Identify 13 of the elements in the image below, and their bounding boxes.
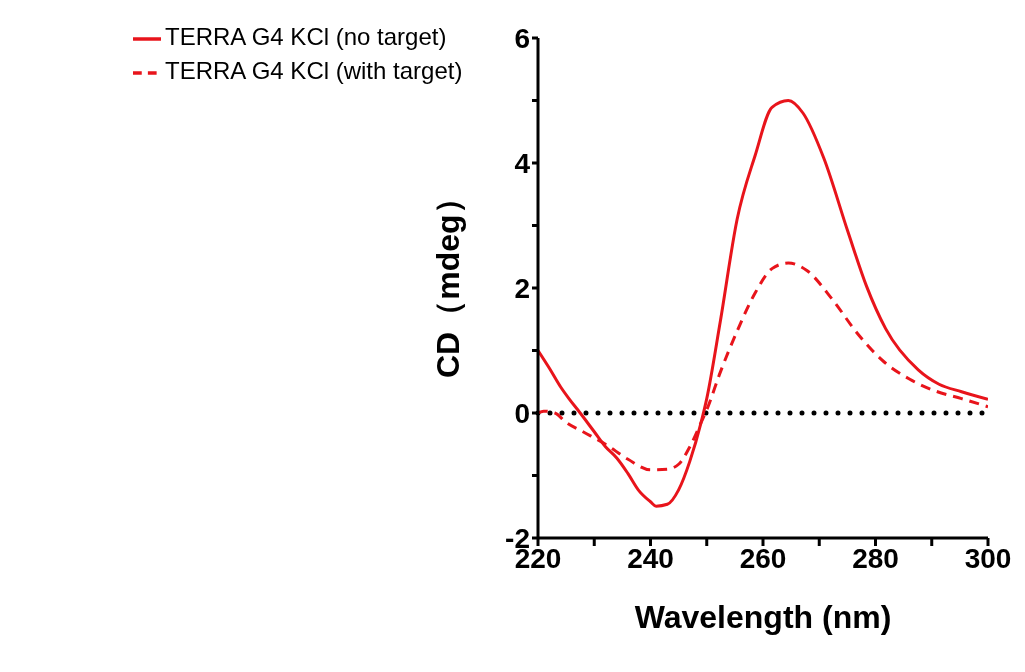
y-tick-label: 2 [514,272,530,304]
y-tick-label: 6 [514,22,530,54]
x-tick-label: 240 [627,542,674,574]
x-tick-label: 300 [964,542,1012,574]
x-axis-title: Wavelength (nm) [634,599,892,635]
legend-label: TERRA G4 KCl (with target) [165,57,463,84]
y-tick-label: 0 [514,397,530,429]
y-axis-title: CD（mdeg） [430,182,467,378]
line-series [538,99,988,508]
x-tick-label: 280 [852,542,899,574]
x-tick-label: 260 [739,542,787,574]
y-tick-label: 4 [514,147,531,179]
legend-label: TERRA G4 KCl (no target) [165,23,447,50]
